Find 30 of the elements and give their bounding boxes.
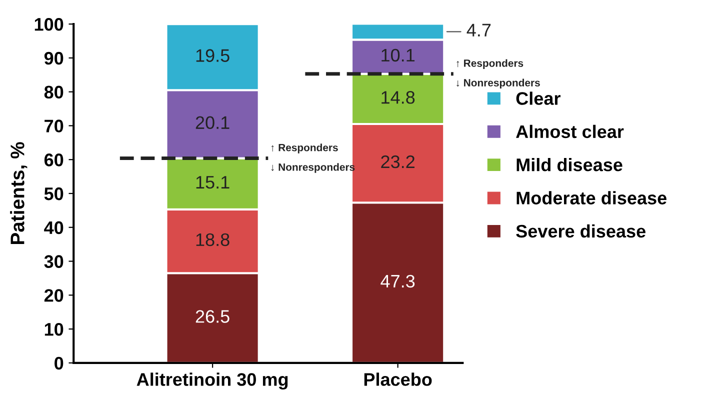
data-label: 26.5 — [196, 310, 230, 323]
legend-label: Mild disease — [516, 158, 622, 172]
legend-label: Moderate disease — [516, 191, 666, 204]
y-tick-label: 20 — [44, 289, 64, 302]
data-label: 15.1 — [196, 176, 230, 189]
y-tick-label: 90 — [44, 52, 64, 65]
data-label: 47.3 — [380, 274, 415, 288]
y-tick-label: 50 — [44, 187, 64, 200]
data-label: 23.2 — [381, 155, 414, 168]
data-label: 20.1 — [196, 116, 230, 130]
y-tick-label: 100 — [34, 18, 64, 31]
legend-label: Clear — [516, 92, 560, 105]
x-tick-label: Placebo — [364, 372, 432, 386]
y-tick-label: 10 — [44, 322, 64, 336]
y-tick-label: 80 — [44, 86, 64, 99]
legend-label: Almost clear — [516, 124, 624, 138]
data-label: 19.5 — [196, 49, 230, 62]
legend-label: Severe disease — [516, 224, 646, 238]
y-tick-label: 30 — [44, 255, 64, 268]
y-axis-title: Patients, % — [10, 142, 28, 244]
data-label: 18.8 — [196, 233, 230, 246]
ref-line-label: ↑ Responders ↓ Nonresponders — [456, 59, 540, 88]
y-tick-label: 40 — [44, 221, 64, 234]
y-tick-label: 60 — [44, 154, 64, 166]
y-tick-label: 70 — [44, 120, 64, 132]
x-tick-label: Alitretinoin 30 mg — [136, 372, 288, 390]
data-label: 4.7 — [466, 24, 491, 36]
data-label: 14.8 — [382, 91, 415, 104]
data-label: 10.1 — [382, 48, 415, 62]
y-tick-label: 0 — [54, 356, 64, 370]
